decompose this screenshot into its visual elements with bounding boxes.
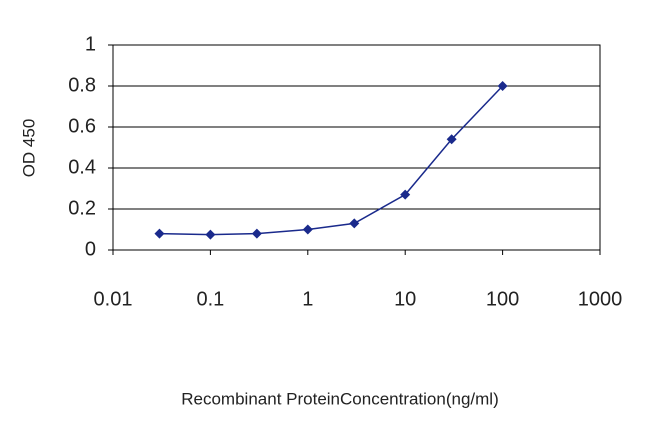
y-tick-label: 0.6 [68, 115, 96, 137]
data-point [302, 224, 313, 235]
series-line [159, 85, 504, 236]
y-axis-title: OD 450 [19, 119, 38, 178]
data-point [205, 229, 216, 240]
y-tick-label: 0.2 [68, 197, 96, 219]
y-tick-label: 0 [85, 238, 96, 260]
data-point [446, 134, 457, 145]
x-tick-label: 1000 [578, 288, 623, 310]
x-tick-label: 10 [394, 288, 416, 310]
x-tick-label: 0.01 [94, 288, 133, 310]
data-point [251, 228, 262, 239]
x-tick-label: 0.1 [196, 288, 224, 310]
x-tick-label: 1 [302, 288, 313, 310]
data-point [349, 218, 360, 229]
y-tick-label: 0.4 [68, 156, 96, 178]
data-point [497, 81, 508, 91]
x-tick-label: 100 [486, 288, 519, 310]
y-tick-label: 1 [85, 33, 96, 55]
x-axis-title: Recombinant ProteinConcentration(ng/ml) [181, 389, 499, 408]
data-point [400, 189, 411, 200]
data-point [154, 228, 165, 239]
plot-area [112, 44, 601, 251]
y-tick-label: 0.8 [68, 74, 96, 96]
